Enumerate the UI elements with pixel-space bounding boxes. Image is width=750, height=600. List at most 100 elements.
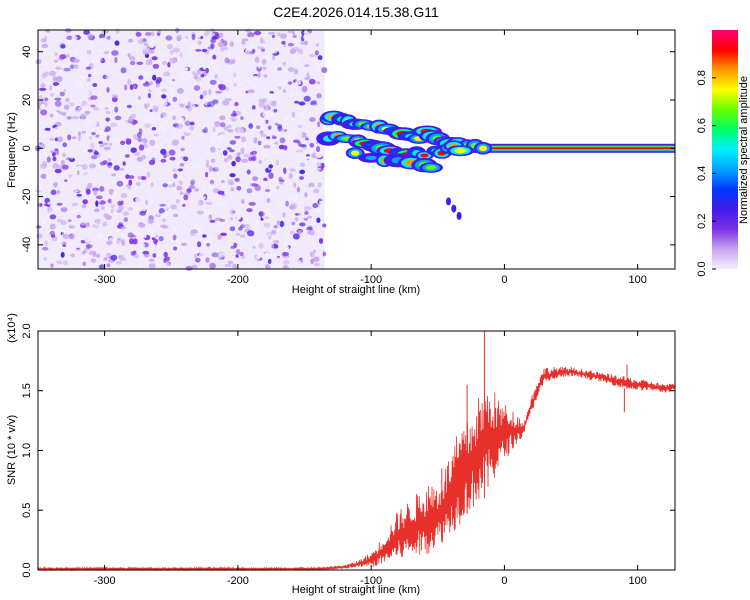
noise-dot — [312, 249, 317, 254]
noise-dot — [240, 121, 247, 126]
noise-dot — [106, 161, 113, 169]
signal-fragment — [351, 150, 360, 156]
noise-dot — [238, 81, 244, 87]
snr-line — [37, 366, 676, 572]
noise-dot — [77, 88, 84, 95]
noise-dot — [266, 136, 271, 140]
noise-dot — [54, 59, 58, 63]
noise-dot — [127, 205, 134, 212]
noise-dot — [81, 130, 86, 134]
noise-dot — [105, 110, 111, 114]
noise-dot — [103, 50, 110, 55]
noise-dot — [276, 185, 280, 190]
noise-dot — [260, 133, 267, 138]
noise-dot — [111, 173, 117, 177]
noise-dot — [193, 73, 198, 80]
noise-dot — [54, 148, 59, 152]
noise-dot — [154, 168, 160, 173]
noise-dot — [136, 55, 140, 61]
noise-dot — [229, 217, 234, 221]
signal-fragments — [316, 110, 493, 220]
noise-dot — [295, 80, 302, 85]
noise-dot — [203, 95, 211, 102]
noise-dot — [149, 139, 156, 146]
noise-dot — [229, 64, 236, 68]
noise-dot — [208, 183, 214, 190]
noise-dot — [105, 207, 110, 213]
noise-dot — [285, 200, 289, 207]
noise-dot — [196, 143, 201, 151]
noise-dot — [190, 250, 194, 255]
noise-dot — [85, 188, 91, 195]
noise-dot — [40, 109, 48, 116]
noise-dot — [120, 192, 128, 199]
noise-dot — [315, 151, 323, 159]
noise-dot — [172, 234, 177, 241]
noise-dot — [54, 52, 58, 56]
noise-dot — [150, 31, 155, 37]
noise-dot — [316, 69, 322, 73]
noise-dot — [192, 79, 198, 83]
noise-dot — [241, 113, 245, 117]
noise-dot — [156, 77, 163, 83]
noise-dot — [304, 192, 308, 198]
noise-dot — [151, 237, 156, 241]
noise-dot — [224, 91, 230, 96]
noise-dot — [203, 100, 210, 106]
noise-dot — [44, 97, 49, 102]
noise-dot — [110, 254, 118, 261]
noise-dot — [149, 229, 155, 235]
noise-dot — [69, 220, 76, 227]
noise-dot — [103, 129, 109, 133]
noise-dot — [235, 88, 242, 95]
y-tick-label: 0.5 — [21, 503, 33, 518]
noise-dot — [94, 208, 100, 213]
noise-dot — [243, 43, 249, 47]
noise-dot — [211, 134, 216, 140]
noise-dot — [169, 49, 174, 55]
noise-dot — [167, 44, 173, 50]
noise-dot — [122, 174, 127, 180]
noise-dot — [261, 58, 267, 65]
noise-dot — [226, 94, 231, 99]
noise-dot — [128, 116, 134, 123]
spectrogram-x-label: Height of straight line (km) — [292, 284, 420, 296]
noise-dot — [142, 250, 150, 255]
noise-dot — [236, 186, 242, 191]
noise-dot — [204, 127, 211, 132]
noise-dot — [62, 164, 69, 170]
noise-dot — [313, 262, 321, 267]
noise-dot — [39, 95, 43, 100]
noise-dot — [103, 213, 110, 219]
noise-dot — [85, 120, 91, 124]
noise-dot — [177, 168, 184, 172]
noise-dot — [89, 163, 96, 169]
noise-dot — [91, 128, 95, 133]
noise-dot — [307, 233, 312, 239]
noise-dot — [162, 218, 166, 222]
noise-dot — [253, 112, 260, 119]
noise-dot — [209, 139, 217, 146]
noise-dot — [151, 127, 157, 131]
noise-dot — [210, 38, 216, 44]
noise-dot — [279, 220, 285, 228]
noise-dot — [76, 165, 82, 172]
noise-dot — [266, 198, 271, 203]
snr-panel: -300 -200 -100 0 100 0.0 0.5 1.0 1.5 2.0 Height … — [6, 313, 676, 596]
noise-dot — [130, 227, 135, 232]
noise-dot — [264, 222, 271, 228]
noise-dot — [194, 162, 200, 169]
noise-dot — [176, 185, 183, 191]
noise-dot — [242, 223, 250, 229]
noise-dot — [309, 244, 316, 250]
noise-dot — [116, 209, 122, 213]
noise-dot — [170, 199, 175, 203]
noise-dot — [67, 256, 75, 261]
noise-dot — [310, 258, 314, 265]
noise-dot — [259, 130, 264, 135]
noise-dot — [278, 179, 285, 183]
noise-dot — [218, 32, 224, 38]
noise-dot — [69, 64, 75, 69]
noise-dot — [314, 256, 320, 261]
noise-dot — [129, 60, 136, 66]
